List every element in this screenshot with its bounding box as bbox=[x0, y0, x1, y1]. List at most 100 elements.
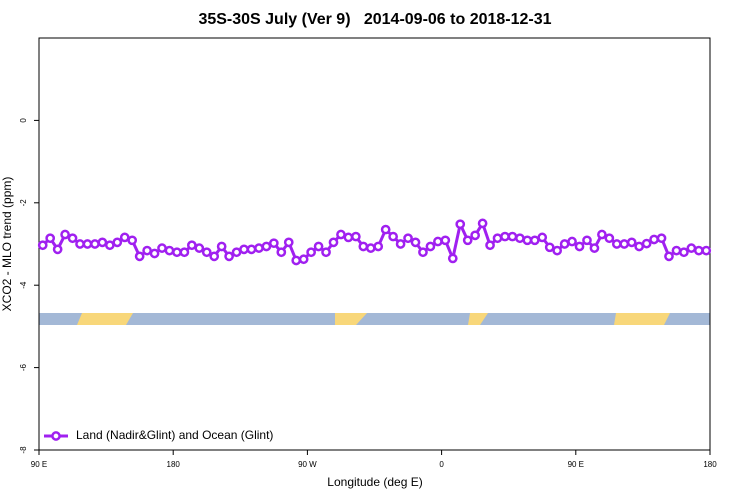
ocean-band bbox=[39, 313, 710, 325]
data-point bbox=[701, 245, 712, 256]
data-point bbox=[686, 243, 697, 253]
data-point bbox=[664, 251, 674, 262]
data-point bbox=[52, 244, 63, 255]
data-point bbox=[224, 251, 234, 262]
data-point bbox=[127, 235, 138, 246]
data-point bbox=[104, 240, 115, 251]
data-point bbox=[582, 235, 592, 246]
data-point bbox=[537, 232, 548, 243]
data-point bbox=[45, 233, 56, 244]
data-point bbox=[604, 233, 615, 244]
y-tick-label: -2 bbox=[19, 199, 28, 207]
data-point bbox=[455, 219, 466, 230]
x-axis-label: Longitude (deg E) bbox=[327, 475, 422, 489]
data-point bbox=[693, 245, 704, 256]
x-tick-label: 180 bbox=[167, 460, 181, 469]
data-point bbox=[418, 247, 428, 258]
data-point bbox=[291, 255, 302, 266]
data-point bbox=[254, 243, 264, 253]
data-point bbox=[201, 247, 212, 258]
data-point bbox=[462, 235, 473, 246]
data-point bbox=[194, 243, 205, 253]
y-tick-label: 0 bbox=[19, 118, 28, 123]
data-point bbox=[567, 236, 577, 247]
data-point bbox=[492, 233, 503, 244]
data-point bbox=[552, 245, 563, 256]
data-point bbox=[97, 237, 108, 248]
data-point bbox=[395, 239, 406, 249]
data-point bbox=[365, 243, 376, 253]
legend-marker bbox=[51, 431, 61, 441]
data-point bbox=[470, 230, 480, 241]
data-point bbox=[410, 237, 421, 248]
data-point bbox=[60, 229, 70, 240]
land-band bbox=[468, 313, 488, 325]
data-point bbox=[559, 239, 570, 249]
data-point bbox=[321, 247, 331, 258]
data-point bbox=[269, 238, 279, 249]
data-point bbox=[216, 241, 227, 252]
data-point bbox=[186, 240, 197, 251]
data-point bbox=[343, 232, 354, 243]
data-point bbox=[306, 247, 316, 258]
data-point bbox=[142, 245, 152, 256]
data-point bbox=[351, 231, 361, 242]
data-point bbox=[626, 237, 637, 248]
data-point bbox=[477, 218, 488, 229]
land-ocean-strip bbox=[39, 313, 710, 325]
data-point bbox=[328, 237, 339, 248]
x-tick-label: 90 W bbox=[298, 460, 317, 469]
data-point bbox=[90, 239, 100, 249]
data-point bbox=[75, 239, 85, 249]
data-point bbox=[403, 233, 413, 244]
y-tick-label: -6 bbox=[19, 363, 28, 371]
data-point bbox=[380, 224, 391, 235]
data-point bbox=[172, 247, 182, 258]
chart-title: 35S-30S July (Ver 9) 2014-09-06 to 2018-… bbox=[198, 11, 551, 28]
data-point bbox=[619, 239, 630, 249]
data-point bbox=[671, 245, 682, 256]
data-point bbox=[522, 235, 533, 246]
data-point bbox=[656, 233, 667, 244]
legend-label: Land (Nadir&Glint) and Ocean (Glint) bbox=[76, 428, 273, 442]
data-point bbox=[246, 244, 257, 255]
data-point bbox=[425, 241, 436, 252]
data-point bbox=[388, 231, 398, 242]
data-point bbox=[649, 234, 659, 245]
data-point bbox=[440, 235, 451, 246]
land-band bbox=[77, 313, 133, 325]
data-point bbox=[500, 231, 510, 242]
data-point bbox=[485, 240, 495, 251]
data-point bbox=[82, 239, 93, 249]
data-point bbox=[179, 247, 190, 258]
data-point bbox=[574, 241, 585, 252]
data-point bbox=[597, 229, 607, 240]
data-point bbox=[134, 251, 145, 262]
x-tick-label: 180 bbox=[703, 460, 717, 469]
data-point bbox=[149, 248, 160, 259]
data-point bbox=[544, 242, 555, 253]
data-point bbox=[611, 239, 622, 249]
data-point bbox=[373, 241, 384, 252]
y-tick-label: -4 bbox=[19, 281, 28, 289]
data-point bbox=[37, 240, 48, 251]
y-axis-label: XCO2 - MLO trend (ppm) bbox=[0, 177, 14, 312]
land-band bbox=[335, 313, 367, 325]
x-tick-label: 0 bbox=[439, 460, 444, 469]
data-point bbox=[119, 232, 130, 243]
data-point bbox=[447, 253, 458, 264]
data-point bbox=[641, 238, 652, 249]
data-point bbox=[112, 237, 123, 248]
data-point bbox=[164, 245, 175, 256]
y-tick-label: -8 bbox=[19, 446, 28, 454]
data-point bbox=[239, 244, 249, 255]
data-point bbox=[67, 233, 78, 244]
data-point bbox=[589, 243, 600, 253]
data-point bbox=[433, 236, 443, 247]
data-point bbox=[358, 241, 369, 252]
x-tick-label: 90 E bbox=[568, 460, 584, 469]
land-band bbox=[614, 313, 670, 325]
data-point bbox=[336, 229, 346, 240]
data-point bbox=[261, 241, 272, 252]
data-point bbox=[507, 231, 518, 242]
